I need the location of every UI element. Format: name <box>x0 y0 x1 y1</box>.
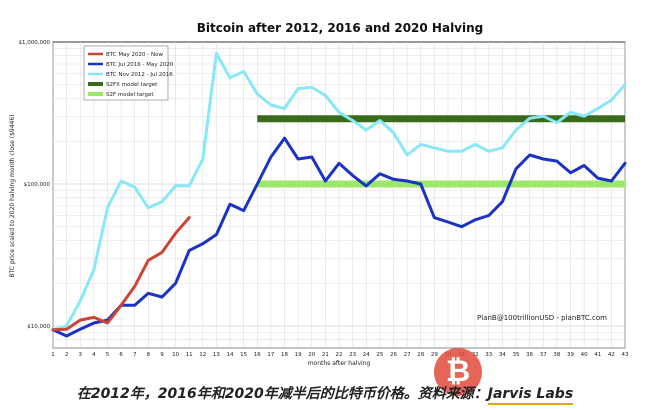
series-line <box>51 136 627 338</box>
x-tick-label: 43 <box>622 352 629 358</box>
series <box>51 52 627 338</box>
legend-label: BTC Jul 2016 - May 2020 <box>106 62 174 68</box>
x-tick-label: 9 <box>160 352 164 358</box>
x-tick-label: 14 <box>227 352 234 358</box>
series-line <box>51 216 191 332</box>
series-line <box>51 52 627 332</box>
legend-label: S2FX model target <box>106 82 158 88</box>
chart-title: Bitcoin after 2012, 2016 and 2020 Halvin… <box>197 21 484 35</box>
legend-label: BTC May 2020 - Now <box>106 52 163 58</box>
y-axis: $10,000 $100,000 $1,000,000 <box>19 40 51 330</box>
x-tick-label: 28 <box>417 352 424 358</box>
x-tick-label: 2 <box>65 352 69 358</box>
x-tick-label: 38 <box>553 352 560 358</box>
legend-label: BTC Nov 2012 - Jul 2016 <box>106 72 173 78</box>
y-tick-label: $100,000 <box>24 182 51 188</box>
x-tick-label: 16 <box>254 352 261 358</box>
x-tick-label: 37 <box>540 352 547 358</box>
x-tick-label: 26 <box>390 352 397 358</box>
x-tick-label: 5 <box>106 352 110 358</box>
x-tick-label: 13 <box>213 352 220 358</box>
x-tick-label: 27 <box>404 352 411 358</box>
x-tick-label: 40 <box>581 352 588 358</box>
x-tick-label: 10 <box>172 352 179 358</box>
x-tick-label: 23 <box>349 352 356 358</box>
x-tick-label: 39 <box>567 352 574 358</box>
x-tick-label: 18 <box>281 352 288 358</box>
x-tick-label: 20 <box>308 352 315 358</box>
x-tick-label: 42 <box>608 352 615 358</box>
y-axis-label: BTC price scaled to 2020 halving month c… <box>9 114 16 277</box>
x-axis-label: months after halving <box>308 360 371 367</box>
x-tick-label: 35 <box>513 352 520 358</box>
x-tick-label: 1 <box>51 352 55 358</box>
x-tick-label: 33 <box>485 352 492 358</box>
chart-annotation: PlanB@100trillionUSD - planBTC.com <box>477 314 607 322</box>
x-axis: 1 2 3 4 5 6 7 8 9 10 11 12 13 14 15 16 17 18 19 20 21 22 23 24 2… <box>51 352 629 358</box>
x-tick-label: 34 <box>499 352 506 358</box>
x-tick-label: 4 <box>92 352 96 358</box>
x-tick-label: 21 <box>322 352 329 358</box>
x-tick-label: 22 <box>336 352 343 358</box>
caption-source-link[interactable]: Jarvis Labs <box>487 386 574 405</box>
y-tick-label: $1,000,000 <box>19 40 51 46</box>
x-tick-label: 17 <box>267 352 274 358</box>
x-tick-label: 41 <box>594 352 601 358</box>
legend-label: S2F model target <box>106 92 154 98</box>
x-tick-label: 19 <box>295 352 302 358</box>
x-tick-label: 11 <box>186 352 193 358</box>
x-tick-label: 12 <box>199 352 206 358</box>
legend: BTC May 2020 - Now BTC Jul 2016 - May 202… <box>83 45 174 101</box>
caption: 在2012年，2016年和2020年减半后的比特币价格。资料来源：Jarvis … <box>0 383 650 405</box>
x-tick-label: 3 <box>78 352 82 358</box>
x-tick-label: 25 <box>376 352 383 358</box>
bitcoin-logo-icon: ₿ <box>434 348 482 396</box>
x-tick-label: 36 <box>526 352 533 358</box>
x-tick-label: 8 <box>147 352 151 358</box>
y-tick-label: $10,000 <box>27 324 50 330</box>
x-tick-label: 24 <box>363 352 370 358</box>
x-tick-label: 7 <box>133 352 137 358</box>
x-tick-label: 29 <box>431 352 438 358</box>
caption-text: 在2012年，2016年和2020年减半后的比特币价格。资料来源： <box>76 386 488 402</box>
x-tick-label: 6 <box>119 352 123 358</box>
x-tick-label: 15 <box>240 352 247 358</box>
